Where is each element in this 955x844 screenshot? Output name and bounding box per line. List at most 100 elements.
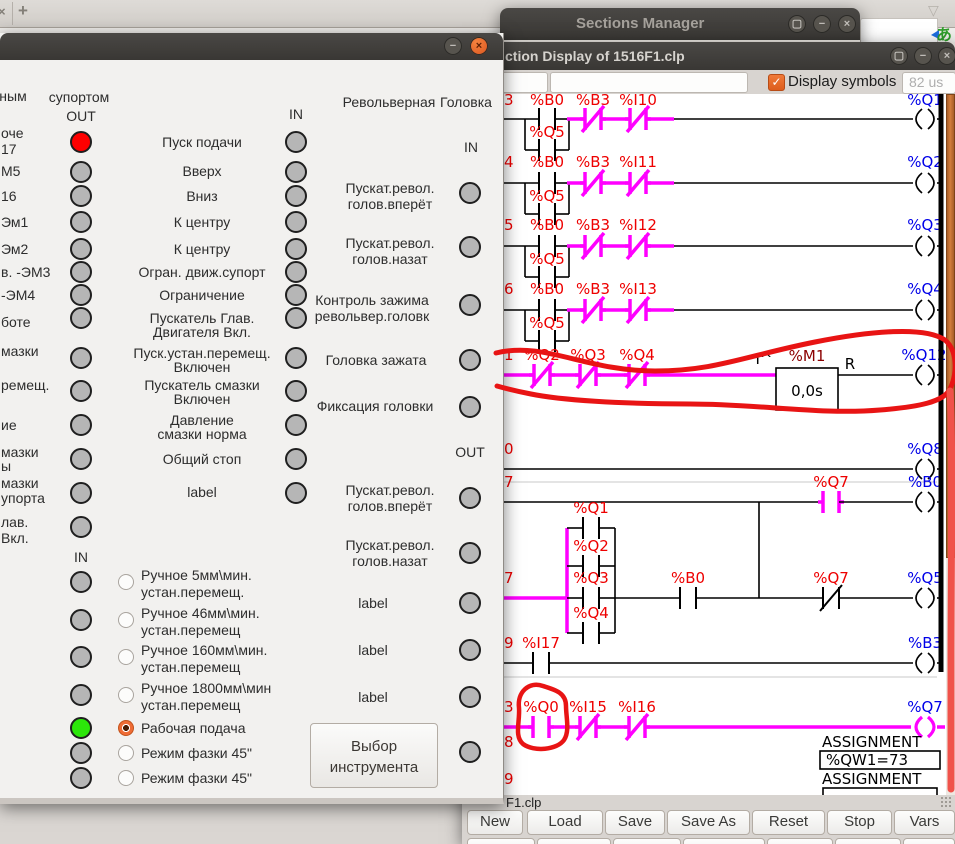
radio-mode-6[interactable]	[118, 770, 134, 786]
close-button[interactable]: ×	[938, 47, 955, 65]
ladder-label: %Q7	[813, 473, 849, 491]
button-row2-item[interactable]	[903, 838, 955, 844]
page-input-field[interactable]	[860, 18, 938, 44]
panel-label-clipped: Эм1	[1, 214, 29, 230]
ladder-coil	[927, 299, 935, 321]
panel-label: Вверх	[182, 163, 222, 179]
button-row2-item[interactable]	[613, 838, 681, 844]
ladder-label: %Q5	[907, 569, 943, 587]
resize-grip-icon[interactable]	[940, 796, 953, 808]
maximize-button[interactable]: ▢	[890, 47, 908, 65]
indicator-light-out-left	[70, 482, 92, 504]
panel-label: label	[358, 642, 388, 658]
ladder-coil	[915, 491, 923, 513]
tab-close-icon[interactable]: ×	[0, 4, 6, 19]
button-load[interactable]: Load	[527, 810, 603, 835]
ladder-label: %I12	[619, 216, 657, 234]
button-stop[interactable]: Stop	[827, 810, 892, 835]
ladder-label: 7	[504, 569, 514, 587]
button-vars[interactable]: Vars	[894, 810, 955, 835]
button-save[interactable]: Save	[605, 810, 665, 835]
scrollbar-thumb[interactable]	[946, 94, 955, 558]
indicator-light-out-left	[70, 347, 92, 369]
ime-icon[interactable]: あ	[936, 27, 953, 44]
section-display-titlebar[interactable]: ction Display of 1516F1.clp ▢ − ×	[462, 42, 955, 70]
indicator-light-head-out	[459, 487, 481, 509]
radio-mode-5[interactable]	[118, 745, 134, 761]
ladder-coil	[927, 458, 935, 480]
radio-label: устан.перемещ	[141, 622, 241, 638]
minimize-button[interactable]: −	[813, 15, 831, 33]
button-row2-item[interactable]	[467, 838, 535, 844]
indicator-light-out-left	[70, 380, 92, 402]
panel-label: смазки норма	[157, 426, 247, 442]
ladder-label: %Q3	[570, 346, 606, 364]
button-new[interactable]: New	[467, 810, 523, 835]
tool-select-label-2: инструмента	[329, 759, 419, 776]
desktop-background	[0, 798, 470, 844]
ladder-coil	[927, 491, 935, 513]
toolbar-field-2[interactable]	[550, 72, 748, 93]
chevron-down-icon[interactable]: ▽	[928, 2, 939, 18]
display-symbols-checkbox[interactable]: ✓	[768, 74, 785, 91]
header-in-left: IN	[74, 549, 88, 565]
button-row2-item[interactable]	[835, 838, 901, 844]
indicator-light-out-left	[70, 131, 92, 153]
control-panel-window: − × ным супортом OUT IN IN Револьверная …	[0, 33, 504, 804]
panel-label: Ограничение	[159, 287, 245, 303]
button-row2-item[interactable]	[683, 838, 765, 844]
button-save-as[interactable]: Save As	[667, 810, 750, 835]
panel-label: Контроль зажима	[315, 292, 429, 308]
tool-select-button[interactable]: Выбор инструмента	[310, 723, 438, 788]
indicator-light-in-left	[70, 571, 92, 593]
minimize-button[interactable]: −	[444, 37, 462, 55]
ladder-label: %B0	[530, 216, 564, 234]
ladder-coil	[915, 587, 923, 609]
button-row2-item[interactable]	[767, 838, 833, 844]
ladder-label: 0,0s	[791, 382, 823, 400]
ladder-canvas[interactable]	[466, 94, 946, 795]
ladder-wire	[625, 168, 651, 198]
ime-arrow-icon	[931, 30, 939, 39]
ladder-coil	[915, 172, 923, 194]
close-button[interactable]: ×	[838, 15, 856, 33]
maximize-button[interactable]: ▢	[788, 15, 806, 33]
radio-label: устан.перемещ	[141, 659, 241, 675]
ladder-label: %B0	[908, 473, 942, 491]
ladder-label: I^	[756, 350, 773, 368]
ladder-wire	[580, 295, 606, 325]
radio-label: Ручное 160мм\мин.	[141, 642, 268, 658]
ladder-coil	[927, 108, 935, 130]
ladder-coil	[914, 715, 924, 739]
header-revolver: Револьверная	[342, 94, 436, 110]
radio-mode-1[interactable]	[118, 612, 134, 628]
tab-divider	[12, 2, 13, 25]
panel-label-clipped: Эм2	[1, 241, 29, 257]
radio-label: устан.перемещ.	[141, 584, 245, 600]
radio-mode-0[interactable]	[118, 574, 134, 590]
radio-mode-4[interactable]	[118, 720, 134, 736]
close-button[interactable]: ×	[470, 37, 488, 55]
header-out-head: OUT	[455, 444, 485, 460]
minimize-button[interactable]: −	[914, 47, 932, 65]
ladder-coil	[915, 364, 923, 386]
control-panel-titlebar[interactable]: − ×	[0, 33, 503, 60]
button-row2-item[interactable]	[537, 838, 611, 844]
button-reset[interactable]: Reset	[752, 810, 825, 835]
ladder-coil	[915, 458, 923, 480]
radio-mode-3[interactable]	[118, 687, 134, 703]
ladder-label: %Q0	[523, 698, 559, 716]
indicator-light-in-left	[70, 646, 92, 668]
ladder-label: %Q1	[573, 499, 609, 517]
panel-label-clipped: ремещ.	[1, 377, 50, 393]
ladder-label: %I15	[569, 698, 607, 716]
panel-label: голов.вперёт	[347, 196, 433, 212]
ladder-label: %I11	[619, 153, 657, 171]
radio-mode-2[interactable]	[118, 649, 134, 665]
sections-manager-titlebar[interactable]: Sections Manager ▢ − ×	[500, 8, 860, 40]
ladder-label: %Q2	[907, 153, 943, 171]
indicator-light-in-left	[70, 609, 92, 631]
ladder-label: %B3	[576, 280, 610, 298]
section-display-toolbar: ✓ Display symbols 82 us	[462, 70, 955, 94]
new-tab-button[interactable]: +	[18, 1, 28, 20]
